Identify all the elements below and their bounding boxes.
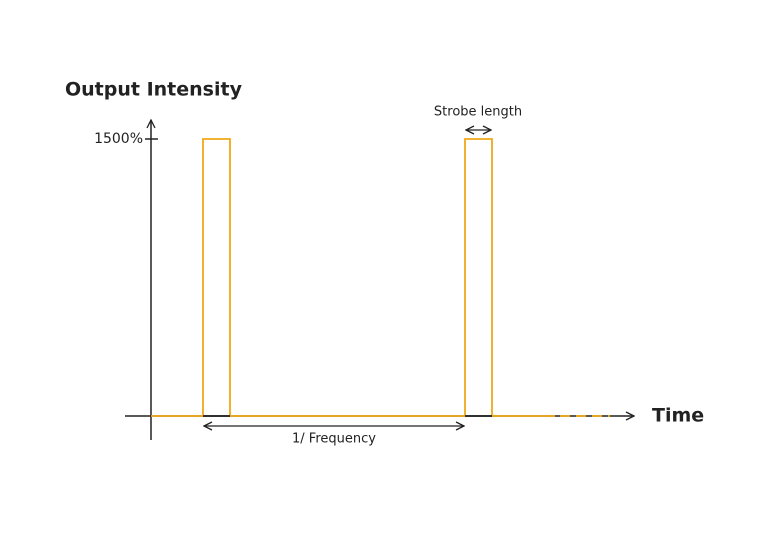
pulse-signal [151,138,555,417]
strobe-label: Strobe length [434,105,522,120]
y-axis-label: Output Intensity [65,79,243,101]
period-label: 1/ Frequency [292,432,376,447]
y-tick-label: 1500% [94,131,143,147]
x-axis-label: Time [652,405,704,427]
